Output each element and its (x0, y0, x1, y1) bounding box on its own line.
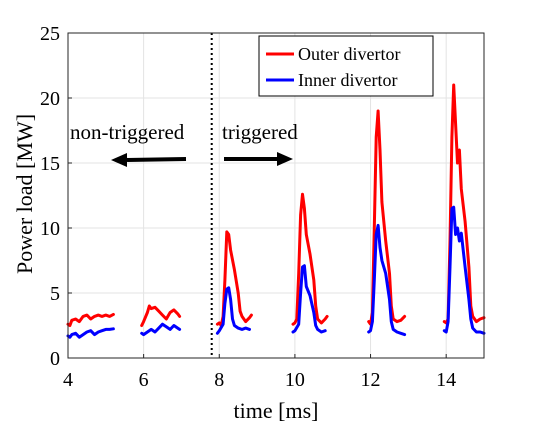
series-line-segment (367, 223, 407, 337)
series-line-segment (291, 264, 327, 334)
x-axis-label: time [ms] (234, 398, 319, 423)
annotation-triggered: triggered (222, 120, 298, 166)
axes (67, 32, 485, 359)
tick-labels: 4 6 8 10 12 14 0 5 10 15 20 25 (40, 23, 456, 391)
y-tick-label: 25 (40, 23, 60, 45)
legend: Outer divertor Inner divertor (258, 35, 434, 97)
y-tick-label: 0 (50, 348, 60, 370)
series-line-segment (291, 192, 329, 326)
legend-box (258, 35, 434, 97)
series-line-segment (215, 230, 253, 327)
left-arrow-head (111, 153, 127, 167)
series-line-segment (66, 312, 115, 327)
annotation-non-triggered: non-triggered (70, 120, 187, 167)
series-line-segment (66, 327, 115, 339)
x-tick-label: 8 (214, 369, 224, 391)
y-tick-label: 10 (40, 218, 60, 240)
series-inner-divertor (66, 205, 486, 339)
legend-label-inner: Inner divertor (298, 70, 397, 90)
series-line-segment (215, 286, 251, 335)
y-axis-label: Power load [MW] (12, 114, 37, 274)
annotation-triggered-label: triggered (222, 120, 298, 144)
plot-frame (67, 32, 485, 359)
left-arrow-shaft (123, 157, 187, 162)
y-tick-label: 15 (40, 153, 60, 175)
x-tick-label: 6 (139, 369, 149, 391)
series-line-segment (442, 205, 486, 335)
x-tick-label: 4 (63, 369, 73, 391)
annotation-non-triggered-label: non-triggered (70, 120, 185, 144)
y-tick-label: 20 (40, 88, 60, 110)
right-arrow-head (277, 152, 293, 166)
x-tick-label: 14 (436, 369, 456, 391)
legend-label-outer: Outer divertor (298, 44, 400, 64)
series-layer (66, 83, 486, 339)
series-line-segment (140, 322, 182, 337)
y-tick-label: 5 (50, 283, 60, 305)
x-tick-label: 10 (285, 369, 305, 391)
series-line-segment (140, 304, 182, 327)
x-tick-label: 12 (361, 369, 381, 391)
